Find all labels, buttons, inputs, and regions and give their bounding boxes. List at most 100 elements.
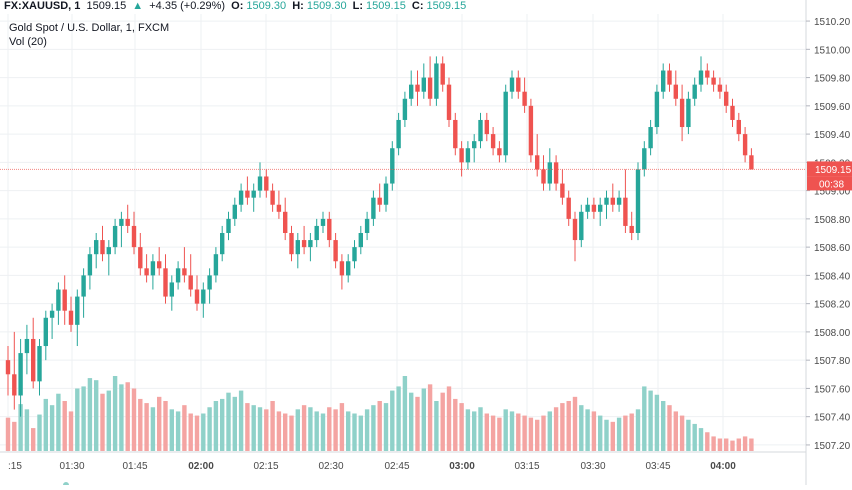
volume-bar <box>226 392 231 451</box>
volume-bar <box>144 403 149 451</box>
countdown-tag <box>807 176 852 191</box>
candle-body <box>119 218 124 226</box>
candle-body <box>106 247 111 255</box>
candle-body <box>616 197 622 205</box>
close-label: C: <box>411 0 424 12</box>
volume-bar <box>679 415 685 451</box>
time-tick-label: 03:30 <box>580 461 605 472</box>
candle-body <box>585 204 590 212</box>
candle-body <box>730 105 735 120</box>
candle-body <box>112 225 118 248</box>
candle-body <box>465 148 471 163</box>
volume-bar <box>364 409 370 451</box>
candle-body <box>509 77 515 92</box>
candle-body <box>478 119 483 142</box>
candle-body <box>579 211 584 241</box>
volume-bar <box>409 392 414 451</box>
volume-bar <box>238 390 244 451</box>
volume-bar <box>472 411 477 451</box>
candle-body <box>245 190 250 198</box>
volume-bar <box>175 411 181 451</box>
volume-bar <box>724 438 729 451</box>
volume-bar <box>207 407 212 451</box>
candle-body <box>717 84 723 92</box>
candle-body <box>62 289 67 311</box>
candle-body <box>742 134 748 156</box>
time-tick-label: 01:30 <box>59 461 84 472</box>
candle-body <box>667 70 672 85</box>
volume-bar <box>396 386 401 451</box>
candle-body <box>635 169 641 233</box>
candle-body <box>346 261 351 276</box>
volume-bar <box>377 401 382 451</box>
time-tick-label: 02:00 <box>188 461 214 472</box>
volume-bar <box>188 413 193 451</box>
volume-bar <box>717 438 723 451</box>
candle-body <box>629 225 634 233</box>
price-tick-label: 1509.40 <box>814 130 851 141</box>
volume-bar <box>276 411 282 451</box>
candle-body <box>75 296 80 325</box>
volume-bar <box>749 438 754 451</box>
low-value: 1509.15 <box>366 0 406 12</box>
candle-body <box>81 275 86 297</box>
volume-indicator-label[interactable]: Vol (20) <box>9 36 47 48</box>
candle-body <box>572 218 578 241</box>
volume-bar <box>62 401 67 451</box>
volume-bar <box>31 428 36 451</box>
volume-bar <box>194 415 200 451</box>
change-arrow-icon: ▲ <box>132 0 144 12</box>
volume-bar <box>642 386 647 451</box>
volume-bar <box>440 392 445 451</box>
high-label: H: <box>292 0 304 12</box>
volume-bar <box>157 396 162 451</box>
volume-bar <box>201 413 206 451</box>
candle-body <box>125 218 130 226</box>
candle-body <box>43 317 48 347</box>
last-price: 1509.15 <box>86 0 127 12</box>
volume-bar <box>163 401 168 451</box>
candle-body <box>686 98 691 128</box>
volume-bar <box>705 432 710 451</box>
volume-bar <box>125 382 130 451</box>
time-tick-label: :15 <box>8 461 22 472</box>
candle-body <box>87 254 93 276</box>
current-price-tag <box>807 161 852 177</box>
volume-bar <box>673 411 678 451</box>
volume-bar <box>541 415 546 451</box>
volume-bar <box>421 388 426 451</box>
volume-bar <box>692 423 697 451</box>
candle-body <box>415 84 420 92</box>
price-tick-label: 1509.60 <box>814 102 851 113</box>
candle-body <box>446 84 452 120</box>
volume-bar <box>490 415 496 451</box>
volume-bar <box>610 421 615 451</box>
volume-bar <box>698 428 704 451</box>
candle-body <box>516 77 521 92</box>
volume-bar <box>182 405 187 451</box>
candle-body <box>692 84 697 99</box>
volume-bar <box>94 380 99 451</box>
candle-body <box>251 190 256 198</box>
volume-bar <box>295 409 300 451</box>
time-tick-label: 02:15 <box>253 461 278 472</box>
candle-body <box>18 353 23 396</box>
candle-body <box>100 240 105 255</box>
candle-body <box>661 70 666 92</box>
candle-body <box>497 148 502 156</box>
volume-bar <box>5 417 11 451</box>
price-tick-label: 1507.40 <box>814 413 851 424</box>
volume-bar <box>434 401 439 451</box>
volume-bar <box>686 419 691 451</box>
current-price-label: 1509.15 <box>815 165 852 176</box>
candle-body <box>238 190 244 205</box>
volume-bar <box>12 421 17 451</box>
candle-body <box>301 240 307 248</box>
time-tick-label: 03:00 <box>449 461 475 472</box>
volume-bar <box>327 407 332 451</box>
symbol-label[interactable]: FX:XAUUSD, 1 <box>4 0 81 12</box>
candle-body <box>289 233 294 255</box>
volume-bar <box>547 411 552 451</box>
price-tick-label: 1509.80 <box>814 74 851 85</box>
